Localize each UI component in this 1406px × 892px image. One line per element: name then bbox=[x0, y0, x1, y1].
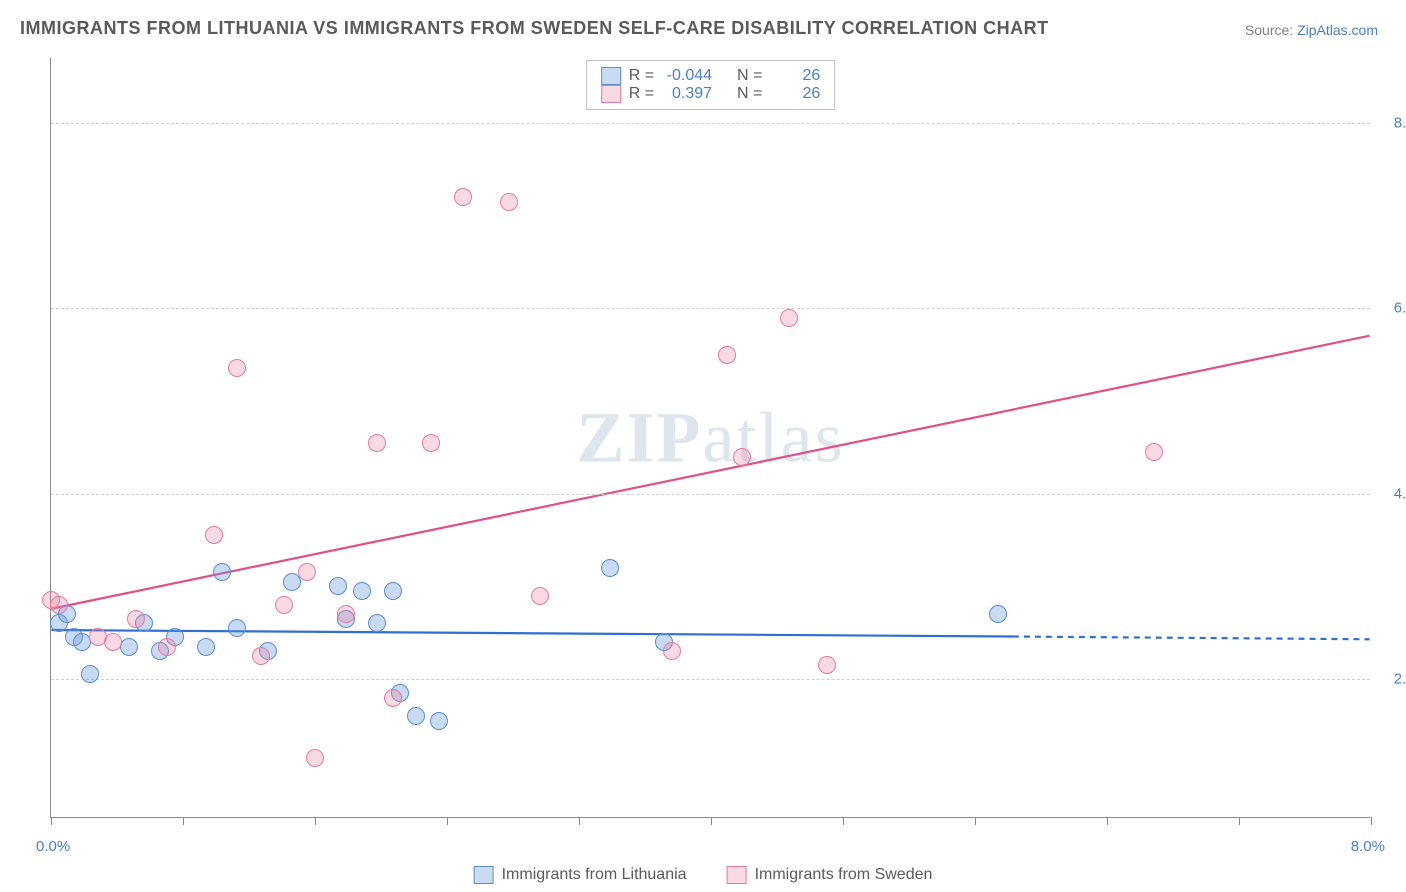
data-point bbox=[368, 614, 386, 632]
data-point bbox=[298, 563, 316, 581]
x-tick bbox=[1239, 817, 1240, 825]
x-tick bbox=[975, 817, 976, 825]
data-point bbox=[500, 193, 518, 211]
y-tick-label: 4.0% bbox=[1394, 485, 1406, 502]
x-tick bbox=[579, 817, 580, 825]
data-point bbox=[368, 434, 386, 452]
data-point bbox=[780, 309, 798, 327]
stats-row: R = -0.044 N = 26 bbox=[601, 67, 821, 85]
x-tick-label-left: 0.0% bbox=[36, 838, 70, 855]
data-point bbox=[430, 712, 448, 730]
r-label: R = bbox=[629, 85, 654, 103]
data-point bbox=[663, 642, 681, 660]
data-point bbox=[81, 665, 99, 683]
data-point bbox=[353, 582, 371, 600]
legend-item: Immigrants from Sweden bbox=[727, 866, 933, 884]
data-point bbox=[197, 638, 215, 656]
r-value: 0.397 bbox=[662, 85, 712, 103]
data-point bbox=[989, 605, 1007, 623]
data-point bbox=[127, 610, 145, 628]
data-point bbox=[718, 346, 736, 364]
data-point bbox=[120, 638, 138, 656]
grid-line-h bbox=[51, 494, 1370, 495]
data-point bbox=[422, 434, 440, 452]
trend-lines-layer bbox=[51, 58, 1370, 817]
trend-line bbox=[51, 336, 1369, 609]
data-point bbox=[158, 638, 176, 656]
x-tick bbox=[1371, 817, 1372, 825]
y-tick-label: 2.0% bbox=[1394, 670, 1406, 687]
legend-item: Immigrants from Lithuania bbox=[474, 866, 687, 884]
x-tick bbox=[447, 817, 448, 825]
stats-box: R = -0.044 N = 26 R = 0.397 N = 26 bbox=[586, 60, 836, 110]
data-point bbox=[252, 647, 270, 665]
data-point bbox=[228, 619, 246, 637]
legend-swatch bbox=[474, 866, 494, 884]
bottom-legend: Immigrants from Lithuania Immigrants from… bbox=[474, 866, 933, 884]
x-tick bbox=[51, 817, 52, 825]
legend-swatch bbox=[601, 85, 621, 103]
source-link[interactable]: ZipAtlas.com bbox=[1297, 22, 1378, 38]
data-point bbox=[601, 559, 619, 577]
data-point bbox=[384, 582, 402, 600]
x-tick bbox=[711, 817, 712, 825]
stats-row: R = 0.397 N = 26 bbox=[601, 85, 821, 103]
n-label: N = bbox=[737, 85, 762, 103]
scatter-plot: ZIPatlas R = -0.044 N = 26R = 0.397 N = 26 2… bbox=[50, 58, 1370, 818]
n-value: 26 bbox=[770, 85, 820, 103]
source-prefix: Source: bbox=[1245, 22, 1297, 38]
watermark: ZIPatlas bbox=[577, 396, 845, 479]
x-tick bbox=[843, 817, 844, 825]
x-tick bbox=[183, 817, 184, 825]
r-label: R = bbox=[629, 67, 654, 85]
page-title: IMMIGRANTS FROM LITHUANIA VS IMMIGRANTS … bbox=[20, 18, 1049, 39]
data-point bbox=[228, 359, 246, 377]
data-point bbox=[1145, 443, 1163, 461]
legend-label: Immigrants from Lithuania bbox=[502, 866, 687, 884]
data-point bbox=[337, 605, 355, 623]
data-point bbox=[454, 188, 472, 206]
chart-container: IMMIGRANTS FROM LITHUANIA VS IMMIGRANTS … bbox=[0, 0, 1406, 892]
trend-line-dashed bbox=[1013, 637, 1370, 640]
data-point bbox=[275, 596, 293, 614]
data-point bbox=[733, 448, 751, 466]
data-point bbox=[50, 596, 68, 614]
grid-line-h bbox=[51, 679, 1370, 680]
legend-label: Immigrants from Sweden bbox=[755, 866, 933, 884]
y-tick-label: 8.0% bbox=[1394, 114, 1406, 131]
data-point bbox=[531, 587, 549, 605]
data-point bbox=[104, 633, 122, 651]
trend-line bbox=[51, 630, 1013, 636]
legend-swatch bbox=[727, 866, 747, 884]
x-tick bbox=[315, 817, 316, 825]
y-tick-label: 6.0% bbox=[1394, 300, 1406, 317]
data-point bbox=[213, 563, 231, 581]
r-value: -0.044 bbox=[662, 67, 712, 85]
data-point bbox=[329, 577, 347, 595]
data-point bbox=[407, 707, 425, 725]
n-label: N = bbox=[737, 67, 762, 85]
source-attribution: Source: ZipAtlas.com bbox=[1245, 22, 1378, 38]
x-tick-label-right: 8.0% bbox=[1351, 838, 1385, 855]
data-point bbox=[384, 689, 402, 707]
grid-line-h bbox=[51, 123, 1370, 124]
grid-line-h bbox=[51, 308, 1370, 309]
n-value: 26 bbox=[770, 67, 820, 85]
data-point bbox=[306, 749, 324, 767]
x-tick bbox=[1107, 817, 1108, 825]
data-point bbox=[205, 526, 223, 544]
legend-swatch bbox=[601, 67, 621, 85]
data-point bbox=[818, 656, 836, 674]
